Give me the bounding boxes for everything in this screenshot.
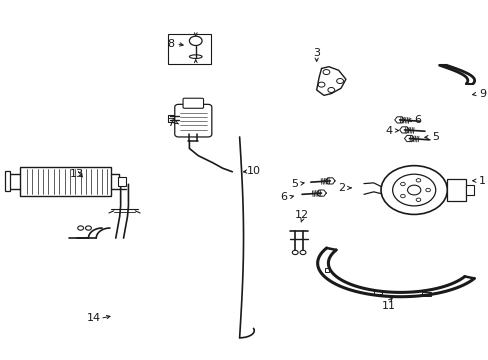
Bar	[4, 171, 10, 192]
Bar	[422, 292, 430, 296]
Text: 3: 3	[312, 48, 320, 58]
Bar	[447, 179, 465, 201]
FancyBboxPatch shape	[174, 104, 211, 137]
Circle shape	[78, 226, 83, 230]
Bar	[465, 185, 473, 195]
Bar	[168, 35, 211, 64]
Bar	[118, 177, 126, 186]
Text: 4: 4	[385, 126, 391, 135]
Bar	[20, 167, 111, 196]
Bar	[373, 290, 381, 294]
Circle shape	[407, 185, 420, 195]
Text: 9: 9	[478, 89, 485, 99]
Bar	[325, 268, 329, 272]
Text: 8: 8	[166, 39, 174, 49]
Text: 2: 2	[338, 183, 345, 193]
Text: 5: 5	[431, 132, 438, 142]
Circle shape	[85, 226, 91, 230]
Circle shape	[292, 250, 298, 255]
Text: 1: 1	[478, 176, 485, 186]
Bar	[167, 115, 173, 122]
Text: 6: 6	[280, 192, 286, 202]
Text: 14: 14	[87, 314, 101, 323]
Text: 13: 13	[70, 168, 83, 179]
Text: 12: 12	[294, 210, 308, 220]
Text: 6: 6	[414, 115, 421, 125]
FancyBboxPatch shape	[183, 98, 203, 108]
Text: 7: 7	[166, 118, 174, 128]
Text: 11: 11	[381, 301, 395, 311]
Text: 5: 5	[290, 179, 297, 189]
Text: 10: 10	[247, 166, 261, 176]
Circle shape	[300, 250, 305, 255]
